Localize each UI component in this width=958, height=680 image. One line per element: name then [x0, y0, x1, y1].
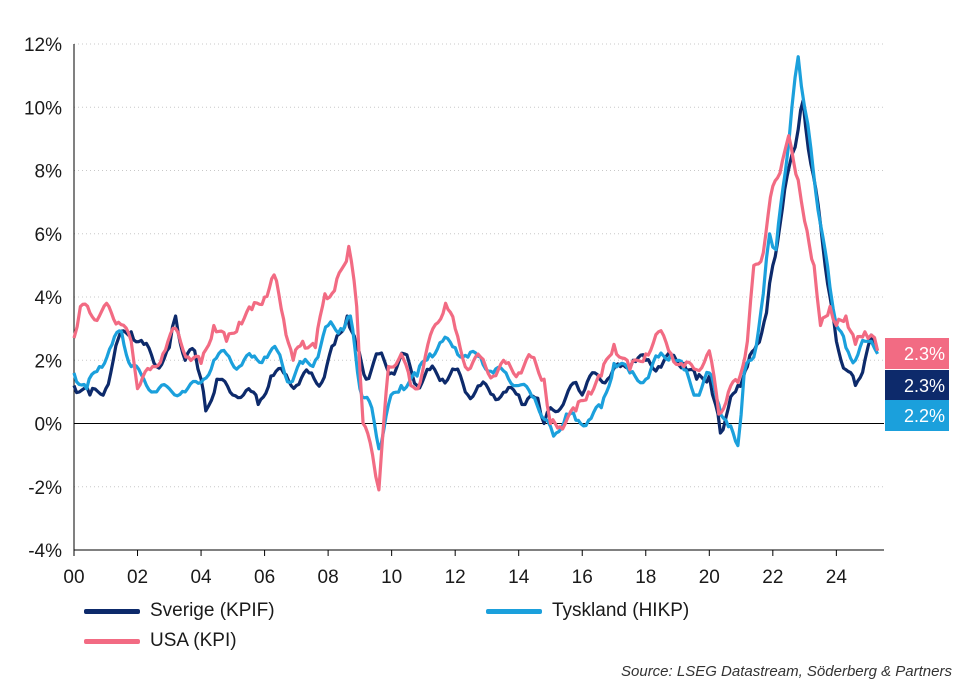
x-tick-label: 24 — [826, 567, 848, 588]
x-tick-label: 20 — [699, 567, 720, 588]
source-note: Source: LSEG Datastream, Söderberg & Par… — [621, 663, 952, 680]
y-tick-label: 0% — [35, 415, 63, 436]
x-tick-label: 14 — [508, 567, 530, 588]
x-tick-label: 08 — [318, 567, 339, 588]
end-label-usa: 2.3% — [904, 344, 945, 364]
legend-label-tyskland: Tyskland (HIKP) — [552, 600, 690, 621]
y-tick-label: 2% — [35, 351, 63, 372]
end-label-box-sverige — [885, 370, 949, 401]
x-tick-label: 22 — [762, 567, 783, 588]
x-tick-label: 12 — [445, 567, 466, 588]
legend-label-usa: USA (KPI) — [150, 630, 237, 651]
x-tick-label: 10 — [381, 567, 402, 588]
y-tick-label: 10% — [24, 98, 62, 119]
series-line-sverige — [72, 99, 880, 435]
x-tick-label: 18 — [635, 567, 656, 588]
legend-label-sverige: Sverige (KPIF) — [150, 600, 275, 621]
series-line-usa — [72, 134, 880, 492]
x-tick-label: 06 — [254, 567, 275, 588]
x-axis: 00 02 04 06 08 10 12 14 16 18 20 22 24 — [63, 549, 884, 588]
y-tick-label: -4% — [28, 541, 62, 562]
legend-item-tyskland: Tyskland (HIKP) — [486, 600, 689, 622]
line-chart: -4% -2% 0% 2% 4% 6% 8% 10% 12% 00 02 04 06 08 10 12 14 1… — [24, 35, 949, 588]
y-tick-label: 12% — [24, 35, 62, 56]
series-lines — [72, 55, 880, 492]
y-axis: -4% -2% 0% 2% 4% 6% 8% 10% 12% — [24, 35, 75, 562]
legend-swatch-usa — [84, 638, 140, 644]
legend-swatch-tyskland — [486, 608, 542, 614]
x-tick-label: 02 — [127, 567, 148, 588]
end-label-box-usa — [885, 338, 949, 369]
gridlines — [74, 43, 884, 488]
legend-item-usa: USA (KPI) — [84, 630, 237, 652]
end-label-sverige: 2.3% — [904, 376, 945, 396]
end-value-labels: 2.3% 2.3% 2.2% — [885, 338, 949, 431]
y-tick-label: -2% — [28, 478, 62, 499]
legend-swatch-sverige — [84, 608, 140, 614]
legend-item-sverige: Sverige (KPIF) — [84, 600, 275, 622]
y-tick-label: 8% — [35, 162, 63, 183]
y-tick-label: 6% — [35, 225, 63, 246]
series-line-tyskland — [72, 55, 880, 451]
end-label-box-tyskland — [885, 400, 949, 431]
y-tick-label: 4% — [35, 288, 63, 309]
end-label-tyskland: 2.2% — [904, 406, 945, 426]
x-tick-label: 16 — [572, 567, 593, 588]
x-tick-label: 04 — [190, 567, 212, 588]
x-tick-label: 00 — [63, 567, 84, 588]
